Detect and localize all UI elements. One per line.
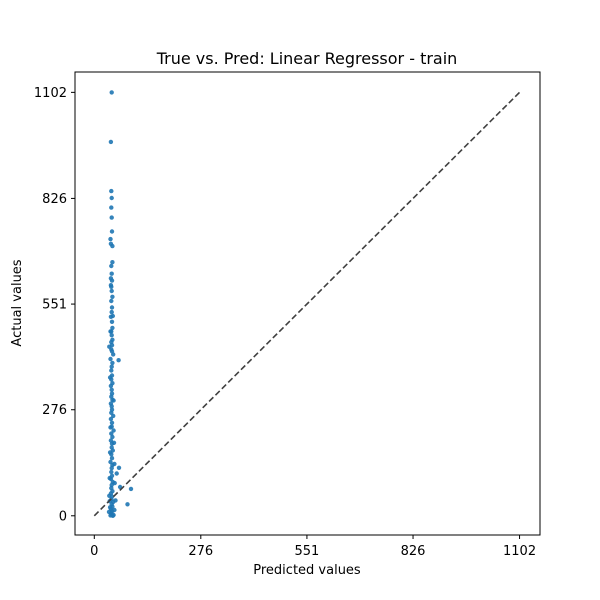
data-point	[108, 283, 114, 288]
points-layer	[106, 90, 134, 518]
data-point	[109, 263, 114, 269]
x-tick-label: 1102	[503, 544, 536, 559]
data-point	[107, 450, 113, 455]
data-point	[111, 413, 116, 419]
y-tick-label: 826	[42, 192, 67, 207]
data-point	[110, 260, 115, 265]
chart-title: True vs. Pred: Linear Regressor - train	[156, 49, 458, 68]
data-point	[109, 387, 114, 392]
data-point	[110, 294, 115, 299]
x-tick-label: 551	[295, 544, 320, 559]
data-point	[108, 425, 113, 430]
data-point	[116, 358, 121, 363]
data-point	[109, 368, 114, 373]
data-point	[107, 375, 113, 380]
data-point	[109, 333, 114, 338]
data-point	[110, 325, 115, 331]
data-point	[107, 505, 113, 510]
data-point	[108, 356, 113, 362]
data-point	[109, 195, 114, 201]
x-axis-label: Predicted values	[253, 563, 361, 578]
data-point	[108, 383, 114, 389]
y-tick-label: 276	[42, 403, 67, 418]
x-axis: 0 276 551 826 1102	[90, 535, 536, 559]
data-point	[109, 215, 114, 220]
data-point	[107, 493, 112, 498]
y-tick-label: 0	[59, 509, 67, 524]
y-tick-label: 1102	[34, 86, 67, 101]
y-tick-label: 551	[42, 298, 67, 313]
reference-line	[93, 91, 521, 517]
y-axis-label: Actual values	[10, 259, 25, 346]
data-point	[111, 352, 116, 357]
data-point	[109, 288, 114, 294]
data-point	[125, 502, 130, 507]
y-axis: 0 276 551 826 1102	[34, 86, 75, 524]
data-point	[109, 90, 114, 95]
data-point	[109, 456, 115, 461]
data-point	[109, 305, 115, 310]
data-point	[109, 420, 115, 425]
data-point	[108, 241, 114, 246]
data-point	[111, 428, 116, 433]
data-point	[109, 319, 115, 324]
data-point	[109, 188, 114, 194]
data-point	[106, 509, 112, 515]
data-point	[109, 229, 115, 234]
data-point	[109, 469, 114, 475]
data-point	[108, 236, 113, 242]
data-point	[109, 298, 114, 304]
data-point	[128, 486, 134, 492]
data-point	[108, 139, 114, 145]
x-tick-label: 826	[401, 544, 426, 559]
data-point	[109, 404, 114, 409]
data-point	[109, 205, 114, 210]
data-point	[116, 465, 122, 470]
data-point	[112, 461, 117, 467]
x-tick-label: 0	[90, 544, 98, 559]
data-point	[112, 507, 117, 513]
data-point	[109, 271, 114, 276]
data-point	[109, 431, 114, 436]
data-point	[108, 329, 113, 334]
data-point	[112, 480, 117, 486]
data-point	[111, 512, 116, 518]
data-point	[108, 416, 114, 422]
data-point	[109, 278, 115, 283]
data-point	[114, 471, 119, 476]
data-point	[110, 313, 116, 319]
data-point	[109, 465, 114, 471]
data-point	[107, 475, 112, 481]
data-point	[113, 498, 118, 503]
x-tick-label: 276	[188, 544, 213, 559]
data-point	[110, 360, 115, 366]
data-point	[107, 344, 112, 349]
data-point	[109, 364, 114, 369]
data-point	[111, 440, 117, 445]
data-point	[110, 434, 115, 440]
data-point	[109, 309, 114, 315]
plot-frame	[74, 71, 541, 536]
data-point	[111, 398, 116, 403]
